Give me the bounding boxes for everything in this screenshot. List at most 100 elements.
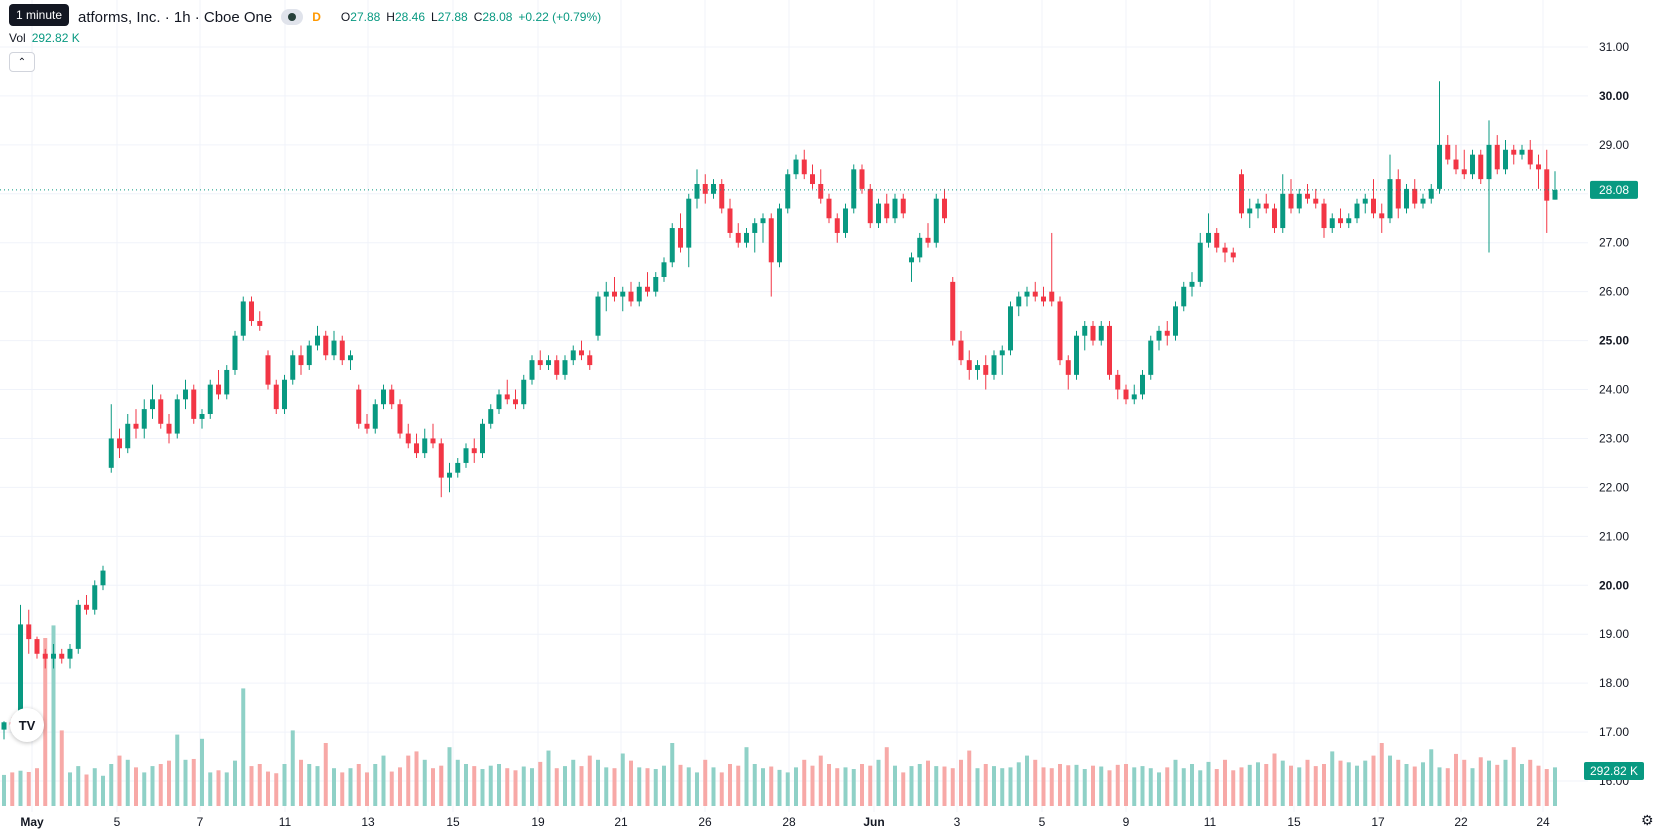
volume-bar xyxy=(521,766,526,806)
volume-bar xyxy=(884,747,889,806)
volume-bar xyxy=(274,773,279,806)
volume-bar xyxy=(1520,764,1524,806)
candle-body xyxy=(1041,296,1046,302)
candle-body xyxy=(669,228,675,263)
candle-body xyxy=(1272,208,1277,229)
x-tick-label: 26 xyxy=(698,815,712,829)
volume-bar xyxy=(1297,767,1302,806)
x-tick-label: 3 xyxy=(954,815,961,829)
volume-bar xyxy=(1280,760,1285,806)
low-label: L xyxy=(431,10,438,24)
volume-bar xyxy=(1107,770,1112,806)
volume-bar xyxy=(1206,761,1211,806)
volume-bar xyxy=(1487,760,1491,806)
candle-body xyxy=(174,399,180,434)
volume-bar xyxy=(967,750,972,806)
gear-icon[interactable]: ⚙ xyxy=(1641,812,1654,828)
x-tick-label: 11 xyxy=(279,815,292,829)
candle-body xyxy=(117,438,122,449)
candle-body xyxy=(628,291,634,302)
volume-bar xyxy=(389,771,394,806)
candle-body xyxy=(488,409,494,424)
volume-bar xyxy=(365,772,369,806)
volume-bar xyxy=(901,772,906,806)
volume-bar xyxy=(1313,766,1318,806)
tradingview-logo[interactable]: TV xyxy=(10,708,44,742)
y-tick-label: 22.00 xyxy=(1599,480,1629,494)
candle-body xyxy=(1519,149,1525,155)
volume-bar xyxy=(876,759,881,806)
market-status-dot-icon xyxy=(288,13,297,21)
candle-body xyxy=(504,394,510,400)
volume-bar xyxy=(810,765,815,806)
volume-legend: Vol 292.82 K xyxy=(9,31,80,45)
volume-bar xyxy=(538,761,543,806)
volume-bar xyxy=(224,772,229,806)
volume-bar xyxy=(596,759,600,806)
volume-bar xyxy=(1462,759,1467,806)
candle-body xyxy=(892,198,898,219)
candle-body xyxy=(529,360,535,380)
candle-body xyxy=(826,198,832,219)
volume-bar xyxy=(257,764,262,806)
x-tick-label: 11 xyxy=(1204,815,1217,829)
candle-body xyxy=(1082,325,1088,336)
candle-body xyxy=(884,203,890,219)
candle-body xyxy=(950,281,956,341)
volume-bar xyxy=(439,765,444,806)
candle-body xyxy=(1239,174,1244,214)
candle-body xyxy=(1404,188,1409,209)
candle-body xyxy=(1313,198,1319,204)
volume-bar xyxy=(332,768,336,806)
volume-bar xyxy=(1058,764,1062,806)
volume-bar xyxy=(1412,766,1417,806)
candle-body xyxy=(620,291,626,297)
candle-body xyxy=(1222,247,1228,253)
candle-body xyxy=(1255,203,1261,209)
candle-body xyxy=(521,379,527,405)
candle-body xyxy=(1329,218,1335,229)
volume-bar xyxy=(1445,768,1450,806)
candle-body xyxy=(34,639,40,654)
volume-bar xyxy=(1371,755,1376,806)
dividend-badge[interactable]: D xyxy=(312,10,321,24)
volume-bar xyxy=(455,759,460,806)
candle-body xyxy=(1544,169,1550,201)
volume-bar xyxy=(101,775,105,806)
candle-body xyxy=(1420,198,1426,204)
x-tick-label: 5 xyxy=(1039,815,1046,829)
y-tick-label: 31.00 xyxy=(1599,40,1629,54)
candle-body xyxy=(339,340,345,361)
volume-bar xyxy=(1264,764,1269,806)
volume-bar xyxy=(1049,768,1054,806)
candle-body xyxy=(249,301,254,322)
candle-body xyxy=(224,369,230,395)
candle-body xyxy=(232,335,238,370)
candle-body xyxy=(1181,286,1187,307)
market-status-toggle[interactable] xyxy=(281,9,304,25)
volume-bar xyxy=(505,768,510,806)
candle-body xyxy=(983,365,989,375)
change-value: +0.22 (+0.79%) xyxy=(518,10,602,24)
volume-bar xyxy=(1066,765,1071,806)
volume-bar xyxy=(711,767,716,806)
candle-body xyxy=(257,321,263,326)
y-tick-label: 26.00 xyxy=(1599,285,1629,299)
y-tick-label: 20.00 xyxy=(1599,578,1629,592)
candle-body xyxy=(67,648,73,659)
x-tick-label: 22 xyxy=(1454,815,1468,829)
volume-bar xyxy=(1478,757,1483,806)
volume-bar xyxy=(851,769,856,806)
volume-bar xyxy=(422,759,427,806)
volume-bar xyxy=(1231,770,1236,806)
candle-body xyxy=(1338,218,1343,224)
volume-value: 292.82 K xyxy=(31,31,80,45)
volume-bar xyxy=(414,751,419,806)
symbol-title[interactable]: atforms, Inc. · 1h · Cboe One xyxy=(78,8,273,26)
volume-bar xyxy=(1000,768,1005,806)
volume-bar xyxy=(1388,755,1392,806)
collapse-legend-button[interactable]: ⌃ xyxy=(9,52,35,72)
x-tick-label: May xyxy=(20,815,44,829)
candle-body xyxy=(282,379,287,410)
